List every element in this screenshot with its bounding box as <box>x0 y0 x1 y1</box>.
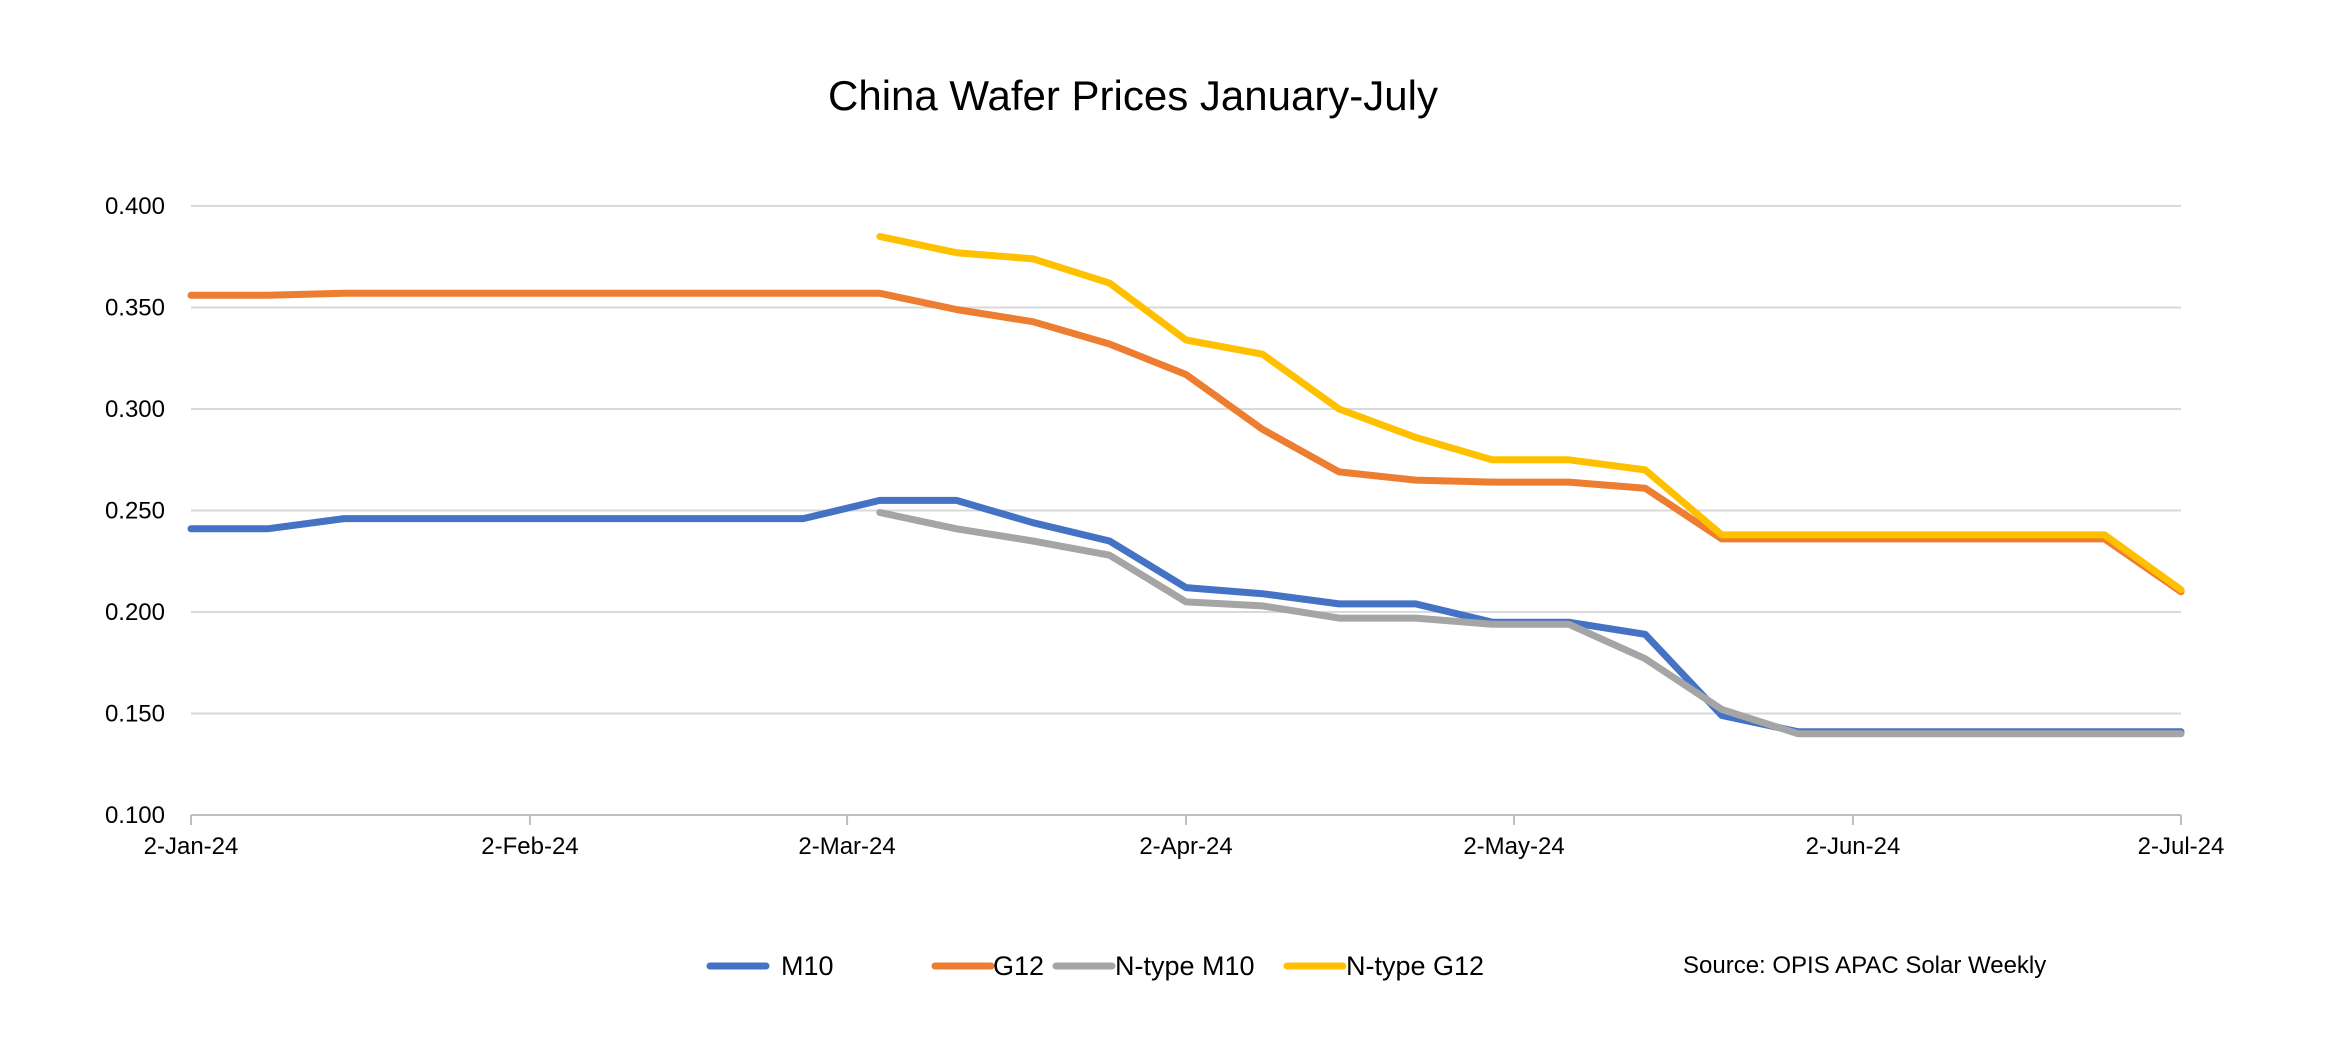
y-axis-tick-labels: 0.100 0.150 0.200 0.250 0.300 0.350 0.400 <box>105 193 165 829</box>
y-tick-label: 0.100 <box>105 802 165 829</box>
legend-label: G12 <box>993 951 1044 981</box>
x-tick-label: 2-Apr-24 <box>1139 833 1232 860</box>
y-tick-label: 0.400 <box>105 193 165 220</box>
gridlines <box>190 205 2182 825</box>
x-axis-tick-labels: 2-Jan-24 2-Feb-24 2-Mar-24 2-Apr-24 2-May-24… <box>144 833 2225 860</box>
series-line-g12 <box>187 289 2185 596</box>
legend-label: N-type M10 <box>1115 951 1255 981</box>
series-lines <box>187 233 2185 738</box>
x-tick-label: 2-Feb-24 <box>481 833 578 860</box>
series-line-n-type-m10 <box>876 509 2185 738</box>
legend-item: N-type M10 <box>1052 951 1255 981</box>
y-tick-label: 0.200 <box>105 599 165 626</box>
x-tick-label: 2-Jul-24 <box>2138 833 2225 860</box>
x-tick-label: 2-Mar-24 <box>798 833 895 860</box>
y-tick-label: 0.350 <box>105 295 165 322</box>
y-tick-label: 0.250 <box>105 498 165 525</box>
y-tick-label: 0.150 <box>105 701 165 728</box>
legend-item: N-type G12 <box>1283 951 1484 981</box>
legend-item: G12 <box>931 951 1044 981</box>
y-tick-label: 0.300 <box>105 396 165 423</box>
x-tick-label: 2-May-24 <box>1463 833 1564 860</box>
x-tick-label: 2-Jun-24 <box>1806 833 1901 860</box>
x-tick-label: 2-Jan-24 <box>144 833 239 860</box>
legend-item: M10 <box>706 951 834 981</box>
legend-label: N-type G12 <box>1346 951 1484 981</box>
legend-label: M10 <box>781 951 834 981</box>
series-line-n-type-g12 <box>876 233 2185 594</box>
source-annotation: Source: OPIS APAC Solar Weekly <box>1683 952 2046 979</box>
legend: M10 G12 N-type M10 N-type G12 <box>706 951 1484 981</box>
chart-title: China Wafer Prices January-July <box>828 72 1438 119</box>
